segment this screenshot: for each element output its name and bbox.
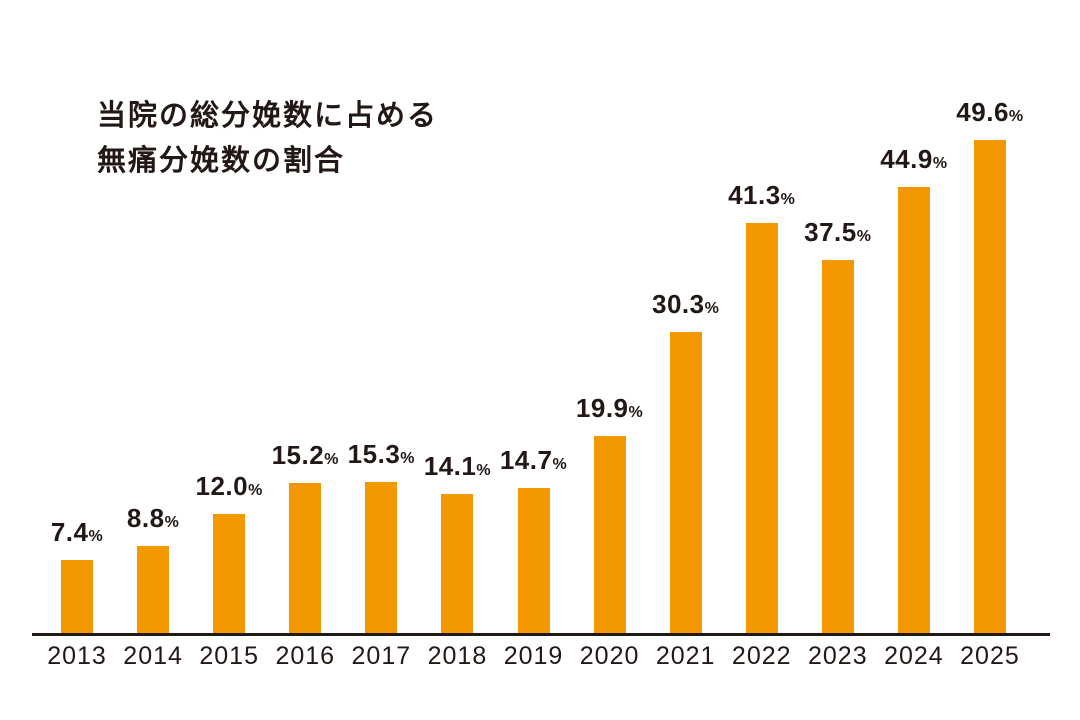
- bar-column-2020: 19.9%: [572, 395, 648, 634]
- bar: [897, 187, 930, 634]
- value-unit: %: [932, 155, 948, 172]
- year-label: 2022: [731, 642, 792, 670]
- bar: [61, 560, 94, 634]
- value-unit: %: [324, 451, 339, 468]
- bar: [441, 494, 474, 634]
- bar: [745, 223, 778, 634]
- bar: [517, 488, 550, 634]
- value-label: 37.5%: [804, 219, 871, 245]
- value-number: 12.0: [195, 471, 249, 501]
- value-label: 14.1%: [424, 453, 491, 479]
- value-unit: %: [552, 456, 568, 473]
- value-label: 14.7%: [500, 447, 567, 473]
- bar-column-2014: 8.8%: [115, 505, 191, 634]
- value-number: 49.6: [956, 97, 1009, 127]
- value-label: 30.3%: [652, 291, 719, 317]
- value-number: 14.7: [499, 445, 553, 475]
- year-label: 2025: [960, 642, 1020, 670]
- value-label: 8.8%: [127, 505, 179, 531]
- year-label: 2020: [579, 642, 640, 670]
- value-label: 49.6%: [956, 99, 1023, 125]
- chart-title: 当院の総分娩数に占める 無痛分娩数の割合: [97, 94, 438, 184]
- chart-title-line-2: 無痛分娩数の割合: [97, 144, 346, 177]
- value-label: 15.3%: [348, 441, 415, 467]
- value-unit: %: [476, 462, 492, 479]
- year-label: 2016: [275, 642, 336, 670]
- value-label: 19.9%: [576, 395, 643, 421]
- value-label: 7.4%: [51, 519, 103, 545]
- year-label: 2018: [427, 642, 488, 670]
- bar: [821, 260, 854, 634]
- value-unit: %: [248, 482, 263, 499]
- bar-column-2016: 15.2%: [267, 442, 343, 634]
- value-number: 19.9: [575, 393, 629, 423]
- value-unit: %: [1008, 108, 1024, 125]
- bar-column-2024: 44.9%: [876, 146, 952, 634]
- year-label: 2017: [351, 642, 412, 670]
- value-label: 15.2%: [272, 442, 339, 468]
- value-number: 41.3: [728, 180, 781, 210]
- value-number: 8.8: [126, 503, 165, 533]
- value-number: 7.4: [50, 517, 89, 547]
- value-number: 44.9: [880, 144, 933, 174]
- bar-column-2019: 14.7%: [495, 447, 571, 634]
- value-number: 37.5: [804, 217, 857, 247]
- year-label: 2019: [503, 642, 564, 670]
- bar-column-2023: 37.5%: [800, 219, 876, 634]
- bar-column-2018: 14.1%: [419, 453, 495, 634]
- value-number: 30.3: [651, 289, 705, 319]
- value-unit: %: [628, 404, 644, 421]
- bar: [365, 482, 398, 634]
- bar: [289, 483, 322, 634]
- value-label: 44.9%: [880, 146, 947, 172]
- value-label: 41.3%: [728, 182, 795, 208]
- bars-area: 7.4% 8.8% 12.0% 15.2% 15.3% 14.1% 14.7% 19.9% 30…: [39, 0, 1028, 634]
- value-unit: %: [164, 514, 180, 531]
- bar: [213, 514, 246, 634]
- year-label: 2021: [655, 642, 716, 670]
- value-unit: %: [88, 528, 104, 545]
- bar: [137, 546, 170, 634]
- chart-title-line-1: 当院の総分娩数に占める: [97, 100, 439, 132]
- bar-column-2013: 7.4%: [39, 519, 115, 634]
- value-unit: %: [400, 450, 416, 467]
- year-label: 2015: [199, 642, 259, 670]
- year-label: 2013: [47, 642, 107, 670]
- year-label: 2014: [123, 642, 183, 670]
- value-number: 15.2: [271, 440, 325, 470]
- bar-column-2022: 41.3%: [724, 182, 800, 634]
- value-unit: %: [704, 300, 720, 317]
- value-number: 14.1: [423, 451, 477, 481]
- bar-column-2025: 49.6%: [952, 99, 1028, 634]
- year-label: 2024: [884, 642, 944, 670]
- value-number: 15.3: [347, 439, 401, 469]
- bar: [973, 140, 1006, 634]
- value-unit: %: [856, 228, 872, 245]
- value-unit: %: [780, 191, 796, 208]
- x-axis-line: [32, 633, 1050, 636]
- bar-column-2017: 15.3%: [343, 441, 419, 634]
- x-axis-labels: 2013 2014 2015 2016 2017 2018 2019 2020 2021 2022…: [39, 642, 1028, 671]
- year-label: 2023: [808, 642, 868, 670]
- bar: [593, 436, 626, 634]
- bar-column-2015: 12.0%: [191, 473, 267, 634]
- bar: [669, 332, 702, 634]
- value-label: 12.0%: [196, 473, 263, 499]
- bar-column-2021: 30.3%: [648, 291, 724, 634]
